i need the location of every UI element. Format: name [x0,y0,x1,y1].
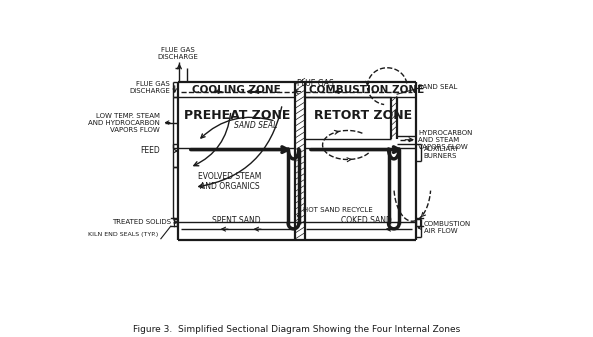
Text: LOW TEMP. STEAM
AND HYDROCARBON
VAPORS FLOW: LOW TEMP. STEAM AND HYDROCARBON VAPORS F… [88,113,160,132]
Text: FLUE GAS
DISCHARGE: FLUE GAS DISCHARGE [158,47,199,60]
Text: FEED: FEED [141,147,160,155]
Text: AUXILIARY
BURNERS: AUXILIARY BURNERS [423,146,460,159]
Text: FLUE GAS: FLUE GAS [298,79,334,88]
Text: COMBUSTION ZONE: COMBUSTION ZONE [309,85,425,95]
Text: SAND SEAL: SAND SEAL [418,84,458,90]
Text: HYDROCARBON
AND STEAM
VAPORS FLOW: HYDROCARBON AND STEAM VAPORS FLOW [418,130,473,150]
Text: RETORT ZONE: RETORT ZONE [314,110,413,122]
Text: EVOLVED STEAM
AND ORGANICS: EVOLVED STEAM AND ORGANICS [199,172,262,191]
Text: COOLING ZONE: COOLING ZONE [192,85,281,95]
Text: HOT SAND RECYCLE: HOT SAND RECYCLE [304,207,373,213]
Text: SAND SEAL: SAND SEAL [234,121,278,130]
Text: PREHEAT ZONE: PREHEAT ZONE [184,110,290,122]
Text: TREATED SOLIDS: TREATED SOLIDS [113,219,171,225]
Text: Figure 3.  Simplified Sectional Diagram Showing the Four Internal Zones: Figure 3. Simplified Sectional Diagram S… [133,325,460,334]
Text: COMBUSTION
AIR FLOW: COMBUSTION AIR FLOW [423,221,471,234]
Text: SPENT SAND: SPENT SAND [212,216,261,225]
Text: KILN END SEALS (TYP.): KILN END SEALS (TYP.) [88,232,158,237]
Text: FLUE GAS
DISCHARGE: FLUE GAS DISCHARGE [129,81,170,94]
Text: COKED SAND: COKED SAND [342,216,392,225]
